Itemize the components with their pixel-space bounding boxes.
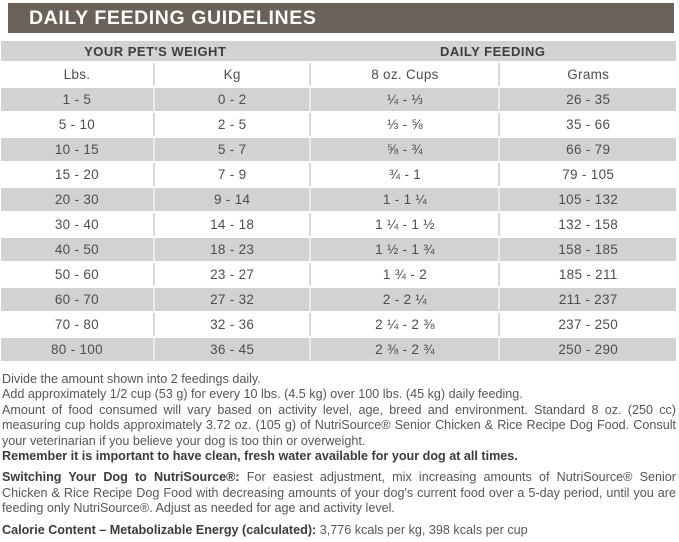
cell-kg: 18 - 23 [152, 238, 310, 261]
cell-lbs: 1 - 5 [1, 88, 153, 111]
cell-grams: 250 - 290 [498, 338, 676, 361]
cell-cups: 1 ¼ - 1 ½ [309, 213, 498, 236]
cell-lbs: 5 - 10 [58, 117, 96, 132]
cell-kg: 0 - 2 [152, 88, 310, 111]
cell-cups: ¼ - ⅓ [309, 88, 499, 111]
cell-kg: 27 - 32 [152, 288, 310, 311]
cell-kg: 23 - 27 [152, 263, 310, 286]
cell-cups: 2 - 2 ¼ [309, 288, 499, 311]
cell-kg: 14 - 18 [152, 213, 310, 236]
cell-lbs: 80 - 100 [1, 338, 153, 361]
table-row: 20 - 30 9 - 14 1 - 1 ¼ 105 - 132 [1, 188, 676, 211]
cell-grams: 237 - 250 [498, 313, 676, 336]
table-column-header-row: Lbs. Kg 8 oz. Cups Grams [1, 63, 676, 86]
cell-cups: ⅓ - ⅝ [309, 113, 498, 136]
table-row: 70 - 80 32 - 36 2 ¼ - 2 ⅜ 237 - 250 [1, 313, 676, 336]
cell-kg: 7 - 9 [152, 163, 310, 186]
note-calorie-label: Calorie Content – Metabolizable Energy (… [2, 522, 317, 537]
column-header-lbs: Lbs. [63, 67, 91, 82]
group-header-daily-feeding: DAILY FEEDING [309, 41, 676, 61]
cell-grams: 211 - 237 [498, 288, 676, 311]
column-header-grams: Grams [498, 63, 676, 86]
notes-section: Divide the amount shown into 2 feedings … [2, 372, 676, 538]
cell-lbs: 40 - 50 [1, 238, 153, 261]
note-add-amount: Add approximately 1/2 cup (53 g) for eve… [2, 387, 523, 402]
cell-grams: 105 - 132 [498, 188, 676, 211]
cell-lbs: 60 - 70 [1, 288, 153, 311]
table-row: 30 - 40 14 - 18 1 ¼ - 1 ½ 132 - 158 [1, 213, 676, 236]
cell-lbs: 50 - 60 [54, 267, 99, 282]
cell-kg: 36 - 45 [152, 338, 310, 361]
table-row: 80 - 100 36 - 45 2 ⅜ - 2 ¾ 250 - 290 [1, 338, 676, 361]
cell-grams: 132 - 158 [498, 213, 676, 236]
cell-lbs: 30 - 40 [54, 217, 99, 232]
cell-kg: 2 - 5 [152, 113, 310, 136]
cell-grams: 158 - 185 [498, 238, 676, 261]
cell-kg: 5 - 7 [152, 138, 310, 161]
cell-cups: ¾ - 1 [309, 163, 498, 186]
cell-lbs: 70 - 80 [54, 317, 99, 332]
cell-cups: ⅝ - ¾ [309, 138, 499, 161]
cell-grams: 79 - 105 [498, 163, 676, 186]
note-switching: Switching Your Dog to NutriSource®: For … [2, 470, 676, 516]
group-header-pet-weight: YOUR PET'S WEIGHT [1, 41, 310, 61]
note-calorie-content: Calorie Content – Metabolizable Energy (… [2, 523, 676, 538]
note-food-consumed: Amount of food consumed will vary based … [2, 402, 676, 448]
note-divide-feedings: Divide the amount shown into 2 feedings … [2, 372, 261, 386]
cell-kg: 32 - 36 [152, 313, 310, 336]
table-row: 40 - 50 18 - 23 1 ½ - 1 ¾ 158 - 185 [1, 238, 676, 261]
page-title: DAILY FEEDING GUIDELINES [8, 3, 674, 33]
cell-grams: 185 - 211 [498, 263, 676, 286]
note-switching-text: For easiest adjustment, mix increasing a… [2, 470, 676, 516]
table-group-header-row: YOUR PET'S WEIGHT DAILY FEEDING [1, 41, 676, 61]
note-fresh-water: Remember it is important to have clean, … [2, 449, 518, 464]
cell-cups: 1 - 1 ¼ [309, 188, 499, 211]
cell-grams: 66 - 79 [498, 138, 676, 161]
column-header-cups: 8 oz. Cups [309, 63, 498, 86]
cell-grams: 26 - 35 [498, 88, 676, 111]
feeding-table: YOUR PET'S WEIGHT DAILY FEEDING Lbs. Kg … [1, 41, 676, 361]
note-switching-label: Switching Your Dog to NutriSource®: [2, 470, 240, 485]
cell-cups: 2 ¼ - 2 ⅜ [309, 313, 498, 336]
cell-grams: 35 - 66 [498, 113, 676, 136]
cell-lbs: 10 - 15 [1, 138, 153, 161]
cell-cups: 1 ¾ - 2 [309, 263, 498, 286]
feeding-guidelines-page: { "title": "DAILY FEEDING GUIDELINES", "… [0, 3, 679, 542]
cell-lbs: 20 - 30 [1, 188, 153, 211]
table-row: 50 - 60 23 - 27 1 ¾ - 2 185 - 211 [1, 263, 676, 286]
column-header-kg: Kg [152, 63, 310, 86]
cell-cups: 1 ½ - 1 ¾ [309, 238, 499, 261]
cell-kg: 9 - 14 [152, 188, 310, 211]
cell-lbs: 15 - 20 [54, 167, 99, 182]
table-row: 60 - 70 27 - 32 2 - 2 ¼ 211 - 237 [1, 288, 676, 311]
cell-cups: 2 ⅜ - 2 ¾ [309, 338, 499, 361]
note-calorie-text: 3,776 kcals per kg, 398 kcals per cup [319, 522, 528, 537]
